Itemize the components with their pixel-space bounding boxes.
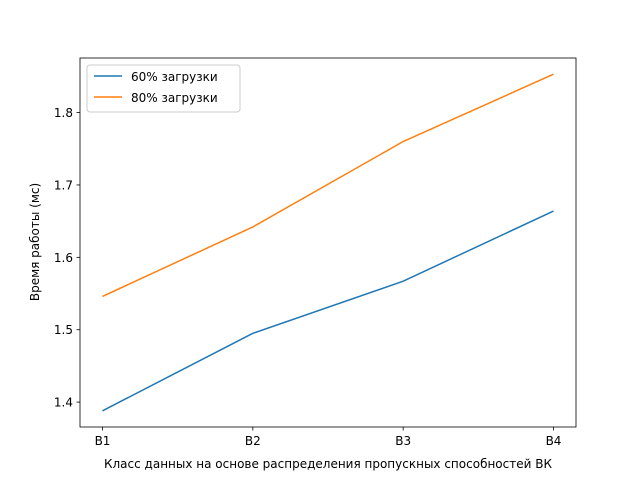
x-tick-label: B2	[245, 434, 261, 448]
y-tick-label: 1.4	[54, 396, 73, 410]
y-axis-label: Время работы (мс)	[28, 183, 42, 301]
x-tick-label: B3	[395, 434, 411, 448]
x-tick-label: B1	[95, 434, 111, 448]
legend-label-80: 80% загрузки	[131, 91, 218, 105]
y-tick-label: 1.5	[54, 323, 73, 337]
x-tick-label: B4	[546, 434, 562, 448]
legend: 60% загрузки 80% загрузки	[87, 65, 240, 112]
y-tick-label: 1.7	[54, 178, 73, 192]
legend-label-60: 60% загрузки	[131, 70, 218, 84]
x-axis-label: Класс данных на основе распределения про…	[104, 457, 552, 471]
y-tick-label: 1.6	[54, 251, 73, 265]
y-tick-label: 1.8	[54, 106, 73, 120]
